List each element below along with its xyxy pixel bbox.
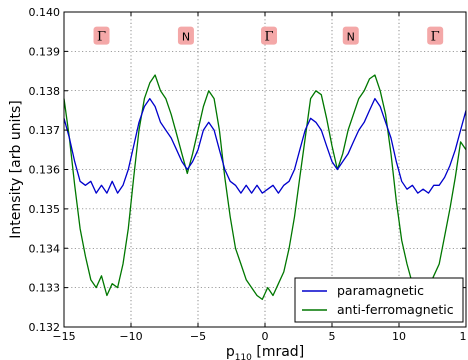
y-tick-label: 0.133 bbox=[29, 282, 61, 295]
series-line-paramagnetic bbox=[63, 97, 467, 194]
legend: paramagnetic anti-ferromagnetic bbox=[294, 277, 464, 323]
y-tick-label: 0.134 bbox=[29, 242, 61, 255]
axis-ticks: −15 −10 −5 0 5 10 1 0.132 0.133 0.134 0.135 0.136 0.… bbox=[29, 6, 467, 343]
y-axis-label: Intensity [arb units] bbox=[8, 100, 24, 238]
x-axis-label-unit: [mrad] bbox=[252, 344, 304, 360]
x-tick-label: 5 bbox=[329, 330, 336, 343]
y-tick-label: 0.139 bbox=[29, 45, 61, 58]
series-line-anti-ferromagnetic bbox=[63, 74, 467, 301]
legend-box bbox=[294, 277, 464, 323]
legend-entry-label: paramagnetic bbox=[337, 283, 424, 298]
symmetry-label-box bbox=[93, 26, 110, 45]
symmetry-label-text: Γ bbox=[97, 30, 106, 45]
x-axis-label-main: p bbox=[226, 344, 235, 360]
symmetry-label-text: N bbox=[347, 31, 355, 44]
symmetry-label-box bbox=[261, 26, 278, 45]
y-tick-label: 0.135 bbox=[29, 203, 61, 216]
x-tick-label: −10 bbox=[119, 330, 142, 343]
y-tick-label: 0.136 bbox=[29, 164, 61, 177]
x-axis-label-subscript: 110 bbox=[235, 353, 252, 360]
x-tick-label: −15 bbox=[52, 330, 75, 343]
symmetry-point-label: N bbox=[177, 26, 194, 45]
x-tick-label: 1 bbox=[460, 330, 467, 343]
x-tick-label: 0 bbox=[262, 330, 269, 343]
symmetry-point-label: N bbox=[342, 26, 359, 45]
x-tick-label: 10 bbox=[392, 330, 406, 343]
symmetry-point-label: Γ bbox=[427, 26, 444, 45]
y-tick-label: 0.140 bbox=[29, 6, 61, 19]
x-axis-label: p110 [mrad] bbox=[226, 344, 304, 360]
data-series bbox=[63, 74, 467, 301]
symmetry-label-box bbox=[177, 26, 194, 45]
symmetry-point-label: Γ bbox=[93, 26, 110, 45]
symmetry-label-text: N bbox=[182, 31, 190, 44]
symmetry-point-label: Γ bbox=[261, 26, 278, 45]
symmetry-label-text: Γ bbox=[431, 30, 440, 45]
legend-entry-label: anti-ferromagnetic bbox=[337, 302, 454, 317]
x-tick-label: −5 bbox=[190, 330, 206, 343]
y-tick-label: 0.132 bbox=[29, 321, 61, 334]
symmetry-label-text: Γ bbox=[265, 30, 274, 45]
symmetry-label-box bbox=[427, 26, 444, 45]
y-tick-label: 0.137 bbox=[29, 124, 61, 137]
y-tick-label: 0.138 bbox=[29, 85, 61, 98]
symmetry-label-box bbox=[342, 26, 359, 45]
